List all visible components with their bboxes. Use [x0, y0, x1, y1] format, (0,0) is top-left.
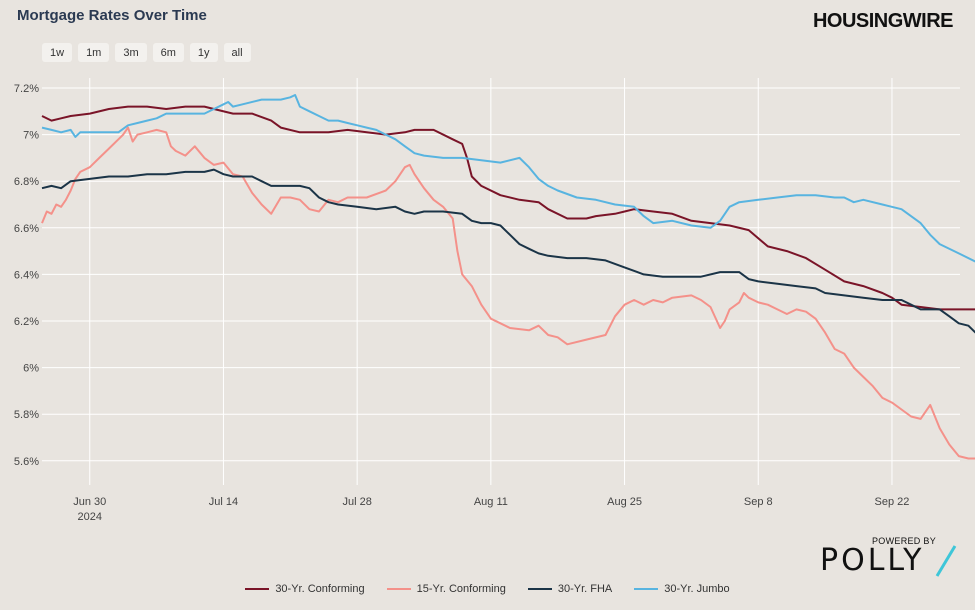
y-tick-label: 7%: [23, 130, 39, 142]
range-button-1m[interactable]: 1m: [78, 43, 110, 62]
series-line-0: [41, 105, 975, 311]
x-tick-sublabel: 2024: [78, 511, 102, 523]
x-tick-label: Aug 11: [474, 496, 508, 508]
polly-slash-icon: [935, 545, 957, 577]
legend-swatch: [527, 588, 552, 590]
x-tick-label: Jul 14: [209, 496, 238, 508]
polly-wordmark: POLLY: [820, 543, 925, 578]
legend-item[interactable]: 30-Yr. Jumbo: [634, 583, 730, 595]
x-tick-label: Aug 25: [607, 496, 642, 508]
chart-legend: 30-Yr. Conforming 15-Yr. Conforming 30-Yr.…: [0, 583, 975, 595]
range-selector: 1w 1m 3m 6m 1y all: [42, 43, 251, 62]
y-tick-label: 5.8%: [14, 409, 39, 421]
legend-item[interactable]: 30-Yr. FHA: [527, 583, 613, 595]
y-axis: 5.6% 5.8% 6% 6.2% 6.4% 6.6% 6.8% 7% 7.2%: [14, 83, 39, 468]
range-button-6m[interactable]: 6m: [152, 43, 184, 62]
chart-series: [41, 94, 975, 460]
legend-item[interactable]: 30-Yr. Conforming: [245, 583, 365, 595]
series-line-3: [41, 94, 975, 263]
legend-swatch: [634, 588, 659, 590]
range-button-all[interactable]: all: [223, 43, 251, 62]
legend-label: 30-Yr. Jumbo: [664, 583, 730, 595]
x-tick-label: Jun 30: [73, 496, 106, 508]
x-tick-label: Sep 8: [744, 496, 773, 508]
y-tick-label: 6.8%: [14, 176, 39, 188]
y-tick-label: 6%: [23, 363, 39, 375]
series-line-1: [41, 126, 975, 460]
chart-title: Mortgage Rates Over Time: [17, 7, 207, 24]
y-tick-label: 6.2%: [14, 316, 39, 328]
y-tick-label: 6.6%: [14, 223, 39, 235]
legend-label: 30-Yr. Conforming: [275, 583, 365, 595]
legend-swatch: [245, 588, 270, 590]
polly-logo: POLLY: [820, 543, 924, 578]
chart-grid: [42, 78, 960, 485]
brand-logo: HOUSINGWIRE: [812, 10, 954, 32]
range-button-1y[interactable]: 1y: [189, 43, 218, 62]
x-tick-label: Jul 28: [342, 496, 371, 508]
y-tick-label: 5.6%: [14, 456, 39, 468]
powered-by-label: POWERED BY: [872, 536, 937, 546]
legend-item[interactable]: 15-Yr. Conforming: [386, 583, 506, 595]
range-button-3m[interactable]: 3m: [115, 43, 147, 62]
x-axis: Jun 30 2024 Jul 14 Jul 28 Aug 11 Aug 25 Sep 8 S…: [73, 496, 909, 523]
range-button-1w[interactable]: 1w: [42, 43, 73, 62]
legend-swatch: [386, 588, 411, 590]
series-line-2: [41, 168, 975, 334]
x-tick-label: Sep 22: [875, 496, 910, 508]
legend-label: 30-Yr. FHA: [557, 583, 613, 595]
y-tick-label: 7.2%: [14, 83, 39, 95]
legend-label: 15-Yr. Conforming: [416, 583, 506, 595]
y-tick-label: 6.4%: [14, 269, 39, 281]
